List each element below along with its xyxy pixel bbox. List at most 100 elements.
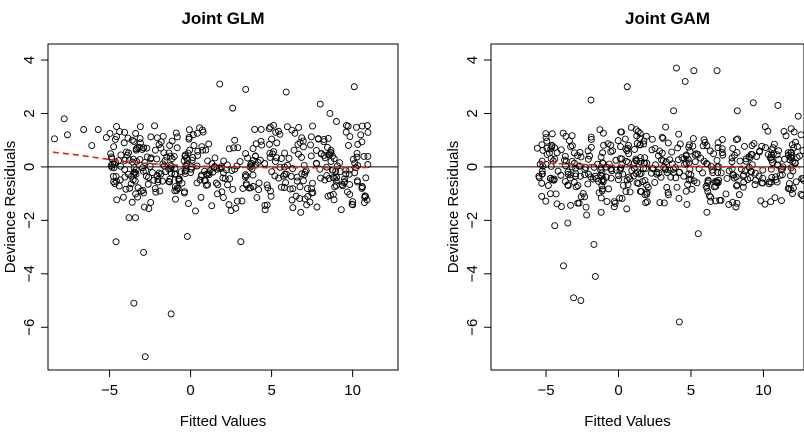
data-point	[774, 102, 782, 109]
x-tick-label: 5	[687, 382, 695, 399]
data-point	[596, 126, 604, 134]
data-point	[660, 199, 668, 207]
data-point	[211, 154, 219, 162]
data-point	[742, 155, 750, 163]
data-point	[765, 180, 773, 188]
data-point	[732, 136, 740, 144]
data-point	[344, 188, 351, 196]
data-point	[188, 156, 196, 164]
data-point	[223, 161, 231, 169]
data-point	[317, 174, 325, 182]
data-point	[571, 178, 578, 186]
data-point	[636, 170, 644, 178]
data-point	[270, 121, 278, 129]
data-point	[767, 178, 775, 186]
data-point	[332, 182, 340, 190]
data-point	[307, 133, 315, 141]
x-tick-label: 10	[344, 382, 361, 399]
data-point	[656, 199, 664, 207]
data-point	[542, 197, 550, 205]
y-tick-label: 0	[21, 163, 38, 171]
data-point	[212, 179, 220, 187]
data-point	[624, 159, 632, 166]
data-point	[358, 122, 366, 130]
data-point	[293, 173, 301, 181]
data-point	[772, 173, 779, 181]
data-point	[729, 145, 737, 152]
data-point	[597, 153, 605, 161]
data-point	[670, 107, 678, 115]
data-point	[349, 198, 357, 206]
data-point	[204, 181, 212, 189]
data-point	[263, 181, 271, 189]
data-point	[703, 142, 711, 150]
data-point	[202, 146, 210, 154]
data-point	[651, 144, 659, 152]
data-point	[227, 207, 235, 215]
data-point	[348, 200, 356, 208]
data-point	[752, 169, 759, 177]
data-point	[296, 138, 304, 146]
data-point	[219, 174, 227, 182]
data-point	[587, 136, 595, 143]
x-tick-label: −5	[101, 382, 118, 399]
data-point	[717, 169, 725, 177]
data-point	[771, 194, 779, 202]
data-point	[224, 181, 232, 189]
data-point	[768, 146, 776, 154]
data-point	[612, 156, 620, 164]
data-point	[139, 164, 147, 172]
data-point	[704, 179, 712, 187]
data-point	[574, 199, 582, 207]
data-point	[787, 149, 795, 157]
data-point	[599, 185, 606, 193]
data-point	[789, 190, 796, 197]
data-point	[285, 154, 293, 162]
y-tick-label: −4	[464, 265, 481, 282]
data-point	[744, 176, 752, 184]
data-point	[136, 135, 144, 142]
data-point	[282, 88, 290, 96]
data-point	[718, 149, 726, 157]
data-point	[662, 123, 670, 131]
data-point	[626, 188, 634, 196]
data-point	[703, 160, 711, 168]
data-point	[662, 158, 670, 166]
data-point	[733, 181, 741, 189]
data-point	[302, 167, 310, 175]
data-point	[681, 77, 689, 85]
data-point	[226, 175, 234, 183]
data-point	[364, 129, 372, 136]
data-point	[587, 143, 595, 151]
data-point	[642, 199, 650, 207]
data-point	[643, 198, 651, 206]
data-point	[266, 123, 274, 131]
data-point	[225, 201, 233, 209]
data-point	[139, 186, 147, 194]
x-tick-label: 0	[186, 382, 194, 399]
data-point	[712, 183, 720, 190]
data-point	[689, 135, 697, 142]
data-point	[186, 146, 194, 154]
data-point	[364, 152, 372, 160]
data-point	[648, 135, 656, 143]
data-point	[199, 146, 206, 154]
data-point	[768, 153, 775, 161]
data-point	[237, 238, 245, 246]
data-point	[636, 154, 644, 162]
data-point	[292, 192, 300, 200]
data-point	[154, 178, 162, 186]
data-point	[295, 124, 303, 131]
data-point	[673, 183, 681, 191]
data-point	[684, 181, 692, 188]
data-point	[185, 133, 193, 141]
data-point	[733, 182, 740, 190]
data-point	[538, 179, 546, 187]
data-point	[132, 170, 140, 178]
data-point	[145, 173, 153, 181]
data-point	[321, 176, 329, 184]
data-point	[346, 133, 354, 141]
data-point	[286, 185, 294, 193]
data-point	[713, 67, 721, 75]
